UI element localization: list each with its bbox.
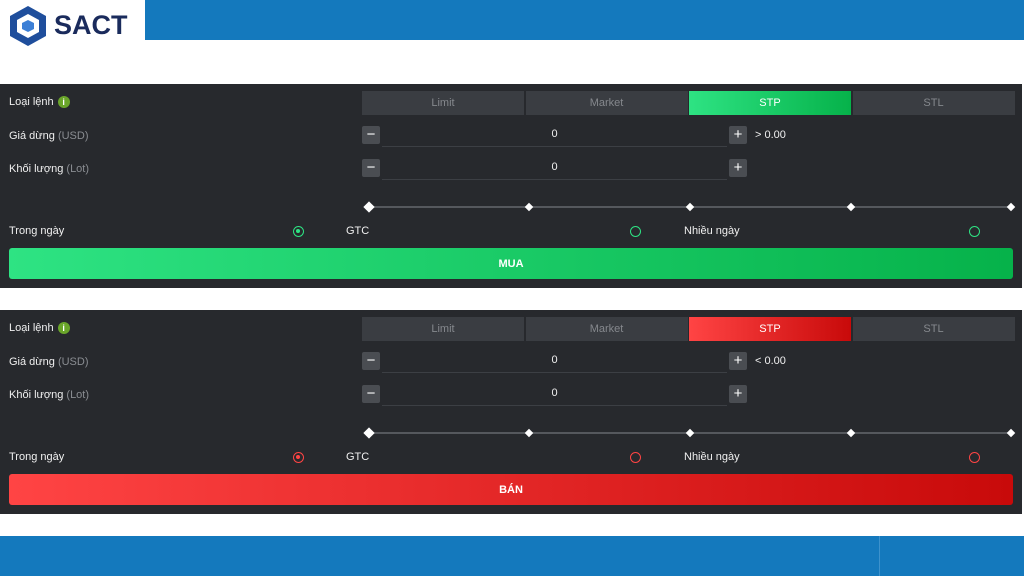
order-type-label: Loại lệnh i (9, 322, 70, 334)
validity-radio[interactable] (293, 226, 304, 237)
logo-icon (10, 6, 46, 46)
minus-button[interactable]: − (362, 126, 380, 144)
unit: (USD) (57, 356, 89, 368)
validity-label: Nhiều ngày (684, 451, 740, 463)
unit: (Lot) (66, 163, 90, 175)
bottom-bar (0, 536, 1024, 576)
slider-step[interactable] (524, 202, 534, 212)
radio-dot (296, 455, 300, 459)
order-type-tab[interactable]: Market (525, 317, 688, 341)
slider-step[interactable] (363, 427, 375, 439)
stop_price-label: Giá dừng (USD) (9, 356, 89, 368)
validity-radio[interactable] (293, 452, 304, 463)
validity-label: Trong ngày (9, 451, 65, 463)
info-icon[interactable]: i (57, 96, 70, 108)
logo-text: SACT (54, 10, 128, 40)
stop_price-input[interactable]: 0 (382, 351, 727, 373)
order-type-label: Loại lệnh i (9, 96, 70, 108)
minus-button[interactable]: − (362, 159, 380, 177)
volume-input[interactable]: 0 (382, 158, 727, 180)
stop_price-label: Giá dừng (USD) (9, 130, 89, 142)
slider-step[interactable] (524, 428, 534, 438)
slider-step[interactable] (846, 428, 856, 438)
minus-button[interactable]: − (362, 352, 380, 370)
info-icon[interactable]: i (57, 322, 70, 334)
label: Giá dừng (9, 356, 55, 368)
order-type-tab[interactable]: Limit (362, 91, 524, 115)
order-type-tab[interactable]: STL (852, 317, 1015, 341)
slider-step[interactable] (1006, 202, 1016, 212)
order-type-tab[interactable]: STL (852, 91, 1015, 115)
order-panel: Loại lệnh i Limit Market STP STL Giá dừng (USD… (0, 310, 1022, 514)
label: Giá dừng (9, 130, 55, 142)
unit: (USD) (57, 130, 89, 142)
validity-label: Nhiều ngày (684, 225, 740, 237)
validity-radio[interactable] (969, 226, 980, 237)
order-type-tab[interactable]: Market (525, 91, 688, 115)
label: Loại lệnh (9, 96, 54, 108)
label: Khối lượng (9, 389, 64, 401)
validity-label: GTC (346, 451, 370, 463)
stop_price-input[interactable]: 0 (382, 125, 727, 147)
label: Loại lệnh (9, 322, 54, 334)
validity-radio[interactable] (630, 226, 641, 237)
order-panel: Loại lệnh i Limit Market STP STL Giá dừng (USD… (0, 84, 1022, 288)
order-type-tab[interactable]: STP (689, 91, 851, 115)
plus-button[interactable]: + (729, 126, 747, 144)
top-bar (145, 0, 1024, 40)
slider-step[interactable] (685, 428, 695, 438)
price-condition: < 0.00 (755, 355, 786, 367)
volume-label: Khối lượng (Lot) (9, 163, 89, 175)
price-condition: > 0.00 (755, 129, 786, 141)
volume-input[interactable]: 0 (382, 384, 727, 406)
validity-label: GTC (346, 225, 370, 237)
slider-step[interactable] (363, 201, 375, 213)
radio-dot (296, 229, 300, 233)
minus-button[interactable]: − (362, 385, 380, 403)
validity-radio[interactable] (969, 452, 980, 463)
logo-area: SACT (0, 0, 145, 48)
slider-step[interactable] (1006, 428, 1016, 438)
plus-button[interactable]: + (729, 159, 747, 177)
plus-button[interactable]: + (729, 352, 747, 370)
label: Khối lượng (9, 163, 64, 175)
order-type-tab[interactable]: Limit (362, 317, 524, 341)
validity-label: Trong ngày (9, 225, 65, 237)
volume-label: Khối lượng (Lot) (9, 389, 89, 401)
slider-step[interactable] (685, 202, 695, 212)
validity-radio[interactable] (630, 452, 641, 463)
divider (879, 536, 880, 576)
submit-button[interactable]: MUA (9, 248, 1013, 279)
slider-step[interactable] (846, 202, 856, 212)
unit: (Lot) (66, 389, 90, 401)
submit-button[interactable]: BÁN (9, 474, 1013, 505)
order-type-tab[interactable]: STP (689, 317, 851, 341)
plus-button[interactable]: + (729, 385, 747, 403)
